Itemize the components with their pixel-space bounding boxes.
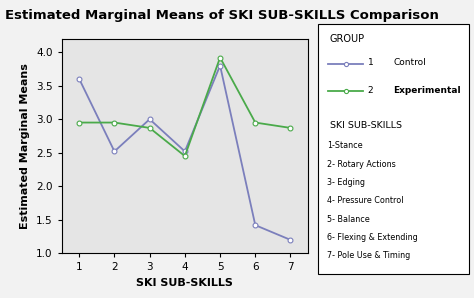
Text: 1: 1 — [368, 58, 374, 67]
Text: 6- Flexing & Extending: 6- Flexing & Extending — [327, 233, 418, 242]
Text: Control: Control — [393, 58, 426, 67]
Text: GROUP: GROUP — [330, 34, 365, 44]
Text: Estimated Marginal Means of SKI SUB-SKILLS Comparison: Estimated Marginal Means of SKI SUB-SKIL… — [5, 9, 438, 22]
X-axis label: SKI SUB-SKILLS: SKI SUB-SKILLS — [137, 278, 233, 288]
Y-axis label: Estimated Marginal Means: Estimated Marginal Means — [20, 63, 30, 229]
Text: 2- Rotary Actions: 2- Rotary Actions — [327, 160, 395, 169]
Text: 1-Stance: 1-Stance — [327, 142, 362, 150]
Text: 4- Pressure Control: 4- Pressure Control — [327, 196, 403, 205]
Text: 5- Balance: 5- Balance — [327, 215, 369, 224]
Text: Experimental: Experimental — [393, 86, 461, 95]
Text: 2: 2 — [368, 86, 373, 95]
Text: 7- Pole Use & Timing: 7- Pole Use & Timing — [327, 251, 410, 260]
Text: 3- Edging: 3- Edging — [327, 178, 365, 187]
Text: SKI SUB-SKILLS: SKI SUB-SKILLS — [330, 122, 401, 131]
FancyBboxPatch shape — [318, 24, 469, 274]
